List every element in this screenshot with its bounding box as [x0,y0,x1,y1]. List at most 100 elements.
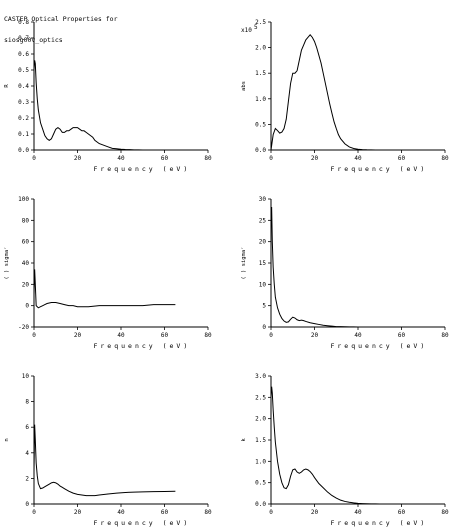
x-tick-label: 80 [204,155,212,162]
y-tick-label: 0 [25,303,29,310]
x-axis-label: Frequency (eV) [330,165,427,173]
chart-svg: 0 20 40 60 80 0.0 0.1 0.2 0.3 0.4 0.5 0.6 0.7 0.8 Freq… [4,19,212,173]
y-multiplier: x10 [241,27,252,34]
y-tick-label: 0.8 [18,19,29,26]
x-axis-label: Frequency (eV) [330,342,427,350]
x-tick-label: 60 [161,509,169,516]
y-tick-label: 0.5 [18,67,29,74]
y-tick-label: 0.6 [18,51,29,58]
y-tick-label: 20 [22,281,30,288]
chart-absorption: 0 20 40 60 80 0.0 0.5 1.0 1.5 2.0 2.5 x10 5 Frequency… [237,0,474,177]
x-tick-label: 40 [117,332,125,339]
y-tick-label: 10 [259,281,267,288]
x-tick-label: 20 [311,332,319,339]
x-tick-label: 60 [398,332,406,339]
y-tick-label: 100 [18,196,29,203]
y-tick-label: 40 [22,260,30,267]
x-tick-label: 80 [441,509,449,516]
x-axis-label: Frequency (eV) [93,519,190,527]
chart-refractive-index-n: 0 20 40 60 80 0 2 4 6 8 10 Frequency (eV) n [0,354,237,531]
x-tick-label: 20 [74,332,82,339]
chart-conductivity-real: 0 20 40 60 80 0 5 10 15 20 25 30 Frequency (eV) ( ) s… [237,177,474,354]
y-tick-label: 0 [262,324,266,331]
y-tick-label: 0 [25,501,29,508]
y-axis-label: k [241,438,247,442]
y-tick-label: 0.5 [255,480,266,487]
y-tick-label: 2.5 [255,19,266,26]
y-tick-label: 0.0 [18,147,29,154]
x-axis-label: Frequency (eV) [93,342,190,350]
y-axis-label: n [4,438,10,441]
y-tick-label: 20 [259,239,267,246]
chart-extinction-k: 0 20 40 60 80 0.0 0.5 1.0 1.5 2.0 2.5 3.0 Frequency … [237,354,474,531]
y-tick-label: 2.0 [255,416,266,423]
page-title: CASTEP Optical Properties for siosg00v_o… [4,2,118,51]
chart-conductivity-imag: 0 20 40 60 80 -20 0 20 40 60 80 100 Frequency (eV)( … [0,177,237,354]
y-tick-label: 0.5 [255,121,266,128]
x-tick-label: 40 [117,155,125,162]
series-line [271,207,359,328]
series-line [33,60,143,151]
y-tick-label: 15 [259,260,267,267]
y-tick-label: 3.0 [255,373,266,380]
x-tick-label: 0 [269,332,273,339]
y-tick-label: 4 [25,450,29,457]
y-tick-label: 2.5 [255,394,266,401]
x-tick-label: 80 [441,332,449,339]
y-tick-label: 0.0 [255,147,266,154]
y-tick-label: 25 [259,217,267,224]
y-tick-label: 1.0 [255,96,266,103]
x-tick-label: 20 [74,509,82,516]
title-line-2: siosg00v_optics [4,36,63,44]
y-tick-label: 0.3 [18,99,29,106]
x-axis-label: Frequency (eV) [330,519,427,527]
y-multiplier-exp: 5 [254,24,258,31]
x-tick-label: 80 [441,155,449,162]
y-tick-label: 2.0 [255,45,266,52]
x-tick-label: 80 [204,332,212,339]
y-tick-label: 30 [259,196,267,203]
y-tick-label: 0.4 [18,83,29,90]
title-line-1: CASTEP Optical Properties for [4,15,118,23]
x-tick-label: 40 [354,155,362,162]
x-tick-label: 0 [32,155,36,162]
y-tick-label: 1.5 [255,70,266,77]
x-tick-label: 40 [354,332,362,339]
series-line [33,424,176,497]
x-tick-label: 40 [354,509,362,516]
y-tick-label: 8 [25,399,29,406]
series-line [270,386,380,505]
chart-reflectivity: 0 20 40 60 80 0.0 0.1 0.2 0.3 0.4 0.5 0.6 0.7 0.8 Freq… [0,0,237,177]
series-line [270,34,380,151]
x-tick-label: 20 [74,155,82,162]
y-axis-label: ( ) sigmaʳ [3,246,10,279]
x-tick-label: 60 [161,155,169,162]
x-axis-label: Frequency (eV) [93,165,190,173]
y-tick-label: -20 [18,324,29,331]
y-tick-label: 80 [22,217,30,224]
x-tick-label: 20 [311,509,319,516]
x-tick-label: 60 [398,509,406,516]
x-tick-label: 60 [398,155,406,162]
y-tick-label: 6 [25,424,29,431]
y-tick-label: 60 [22,239,30,246]
y-tick-label: 0.0 [255,501,266,508]
chart-svg: 0 20 40 60 80 0 5 10 15 20 25 30 Frequency (eV) ( ) s… [240,196,449,350]
x-tick-label: 80 [204,509,212,516]
y-axis-label: ( ) sigmaʳ [240,246,247,279]
y-tick-label: 0.2 [18,115,29,122]
x-tick-label: 0 [269,155,273,162]
y-tick-label: 2 [25,475,29,482]
y-tick-label: 5 [262,303,266,310]
x-tick-label: 0 [32,509,36,516]
y-tick-label: 1.0 [255,458,266,465]
y-tick-label: 0.1 [18,131,29,138]
chart-svg: 0 20 40 60 80 0 2 4 6 8 10 Frequency (eV) n [4,373,212,527]
chart-svg: 0 20 40 60 80 0.0 0.5 1.0 1.5 2.0 2.5 3.0 Frequency … [241,373,449,527]
y-axis-label: R [4,84,10,88]
y-axis-label: abs [241,81,247,91]
x-tick-label: 0 [32,332,36,339]
x-tick-label: 20 [311,155,319,162]
